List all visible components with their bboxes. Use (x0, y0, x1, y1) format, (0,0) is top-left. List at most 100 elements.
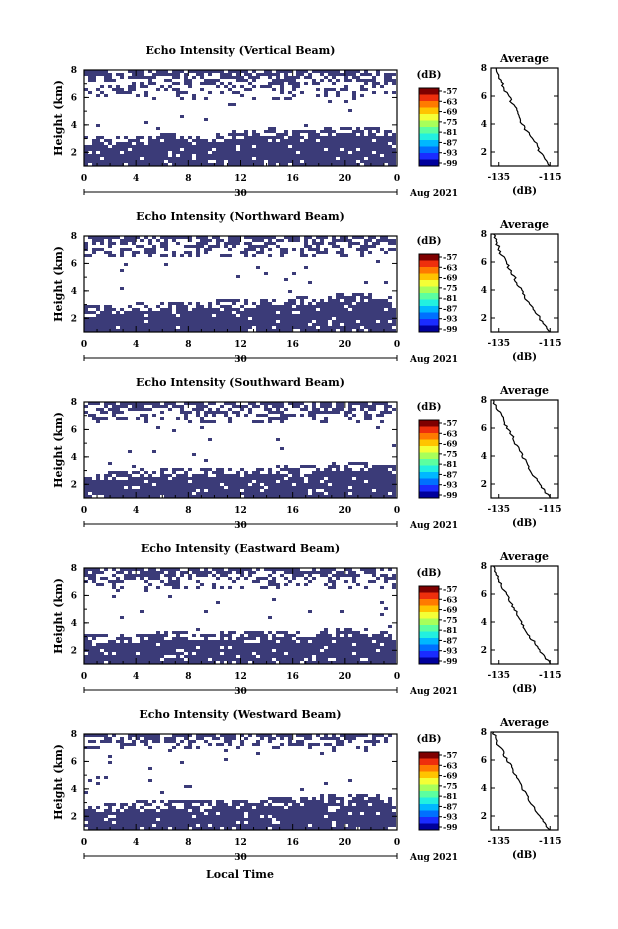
heatmap-cell (140, 480, 144, 483)
heatmap-cell (332, 299, 336, 302)
heatmap-cell (336, 94, 340, 97)
heatmap-cell (272, 411, 276, 414)
heatmap-cell (372, 245, 376, 248)
heatmap-cell (328, 133, 332, 136)
heatmap-cell (320, 154, 324, 157)
heatmap-cell (136, 139, 140, 142)
heatmap-cell (248, 242, 252, 245)
heatmap-cell (284, 483, 288, 486)
heatmap-cell (280, 646, 284, 649)
heatmap-cell (148, 637, 152, 640)
heatmap-cell (128, 637, 132, 640)
avg-y-tick-label: 6 (481, 424, 487, 434)
heatmap-cell (304, 154, 308, 157)
heatmap-cell (236, 640, 240, 643)
heatmap-cell (104, 815, 108, 818)
heatmap-cell (392, 643, 396, 646)
heatmap-cell (128, 574, 132, 577)
heatmap-cell (368, 408, 372, 411)
heatmap-cell (320, 323, 324, 326)
heatmap-cell (180, 492, 184, 495)
heatmap-cell (312, 495, 316, 498)
heatmap-cell (252, 320, 256, 323)
heatmap-cell (184, 471, 188, 474)
heatmap-cell (96, 305, 100, 308)
colorbar-swatch (419, 153, 439, 160)
heatmap-cell (252, 79, 256, 82)
heatmap-cell (244, 824, 248, 827)
heatmap-cell (384, 139, 388, 142)
heatmap-cell (164, 148, 168, 151)
heatmap-cell (84, 157, 88, 160)
heatmap-cell (388, 314, 392, 317)
heatmap-cell (248, 734, 252, 737)
heatmap-cell (236, 154, 240, 157)
heatmap-cell (228, 743, 232, 746)
heatmap-cell (292, 405, 296, 408)
heatmap-cell (200, 821, 204, 824)
heatmap-cell (132, 73, 136, 76)
heatmap-cell (180, 734, 184, 737)
heatmap-cell (96, 655, 100, 658)
heatmap-cell (312, 323, 316, 326)
heatmap-cell (324, 154, 328, 157)
heatmap-cell (268, 160, 272, 163)
heatmap-cell (208, 308, 212, 311)
heatmap-cell (220, 637, 224, 640)
heatmap-cell (96, 70, 100, 73)
heatmap-cell (268, 643, 272, 646)
heatmap-cell (352, 483, 356, 486)
heatmap-cell (272, 314, 276, 317)
heatmap-cell (232, 495, 236, 498)
heatmap-cell (268, 646, 272, 649)
heatmap-cell (384, 133, 388, 136)
heatmap-cell (184, 245, 188, 248)
heatmap-cell (268, 809, 272, 812)
heatmap-cell (252, 743, 256, 746)
heatmap-cell (196, 402, 200, 405)
avg-y-tick-label: 8 (481, 230, 487, 240)
heatmap-cell (360, 133, 364, 136)
heatmap-cell (348, 136, 352, 139)
heatmap-cell (220, 631, 224, 634)
heatmap-cell (336, 323, 340, 326)
heatmap-cell (344, 646, 348, 649)
heatmap-cell (320, 474, 324, 477)
heatmap-cell (128, 737, 132, 740)
heatmap-cell (364, 127, 368, 130)
heatmap-cell (260, 643, 264, 646)
heatmap-cell (148, 408, 152, 411)
heatmap-cell (268, 574, 272, 577)
heatmap-cell (248, 486, 252, 489)
heatmap-cell (244, 145, 248, 148)
heatmap-cell (372, 465, 376, 468)
heatmap-cell (324, 640, 328, 643)
heatmap-cell (180, 70, 184, 73)
heatmap-cell (260, 308, 264, 311)
heatmap-cell (148, 402, 152, 405)
heatmap-cell (296, 471, 300, 474)
heatmap-cell (244, 151, 248, 154)
heatmap-cell (288, 827, 292, 830)
heatmap-cell (160, 471, 164, 474)
heatmap-cell (152, 652, 156, 655)
heatmap-cell (332, 580, 336, 583)
heatmap-cell (132, 646, 136, 649)
heatmap-cell (192, 640, 196, 643)
heatmap-cell (348, 649, 352, 652)
heatmap-cell (368, 646, 372, 649)
heatmap-cell (348, 163, 352, 166)
heatmap-cell (208, 239, 212, 242)
heatmap-cell (364, 643, 368, 646)
heatmap-cell (256, 317, 260, 320)
heatmap-cell (92, 323, 96, 326)
heatmap-cell (300, 408, 304, 411)
heatmap-cell (260, 809, 264, 812)
heatmap-cell (324, 411, 328, 414)
heatmap-cell (200, 643, 204, 646)
heatmap-cell (392, 142, 396, 145)
heatmap-cell (100, 483, 104, 486)
date-label: Aug 2021 (409, 355, 458, 365)
heatmap-cell (388, 305, 392, 308)
heatmap-cell (172, 568, 176, 571)
